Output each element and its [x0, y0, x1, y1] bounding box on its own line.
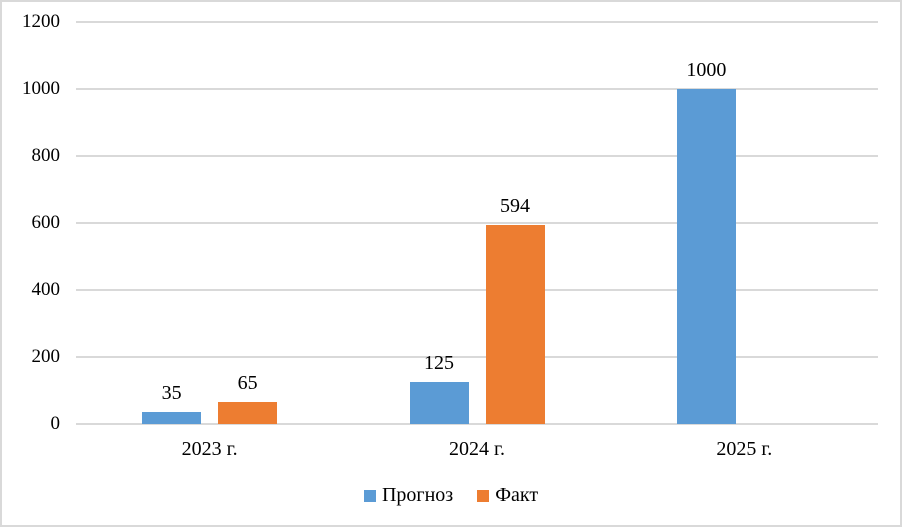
bar-Прогноз-2024 г.: [409, 382, 469, 424]
bar-value-label: 1000: [686, 59, 727, 81]
bar-Прогноз-2025 г.: [676, 89, 736, 424]
y-tick-label: 1000: [22, 78, 60, 99]
x-category-label: 2024 г.: [449, 438, 505, 460]
x-category-label: 2025 г.: [716, 438, 773, 460]
y-tick-label: 1200: [22, 11, 60, 32]
bar-Факт-2023 г.: [218, 402, 278, 424]
gridline: [76, 356, 878, 358]
bar-value-label: 594: [500, 195, 530, 217]
gridline: [76, 423, 878, 425]
bar-value-label: 125: [424, 352, 454, 375]
bar-Прогноз-2023 г.: [142, 412, 202, 424]
legend: Прогноз Факт: [2, 484, 900, 507]
legend-item-Прогноз: Прогноз: [363, 484, 454, 507]
gridline: [76, 88, 878, 90]
legend-swatch-icon: [363, 489, 376, 502]
legend-label: Факт: [495, 484, 539, 506]
y-tick-label: 800: [31, 145, 61, 166]
gridline: [76, 222, 878, 224]
gridline: [76, 21, 878, 23]
legend-label: Прогноз: [381, 484, 454, 506]
legend-item-Факт: Факт: [477, 484, 538, 507]
x-category-label: 2023 г.: [181, 438, 238, 460]
bar-value-label: 65: [237, 372, 258, 395]
y-tick-label: 600: [31, 212, 61, 233]
y-tick-label: 200: [31, 346, 61, 367]
y-tick-label: 0: [50, 413, 61, 434]
bar-Факт-2024 г.: [485, 225, 545, 424]
legend-swatch-icon: [477, 489, 490, 502]
y-tick-label: 400: [31, 279, 61, 300]
gridline: [76, 155, 878, 157]
bar-value-label: 35: [161, 382, 182, 405]
gridline: [76, 289, 878, 291]
